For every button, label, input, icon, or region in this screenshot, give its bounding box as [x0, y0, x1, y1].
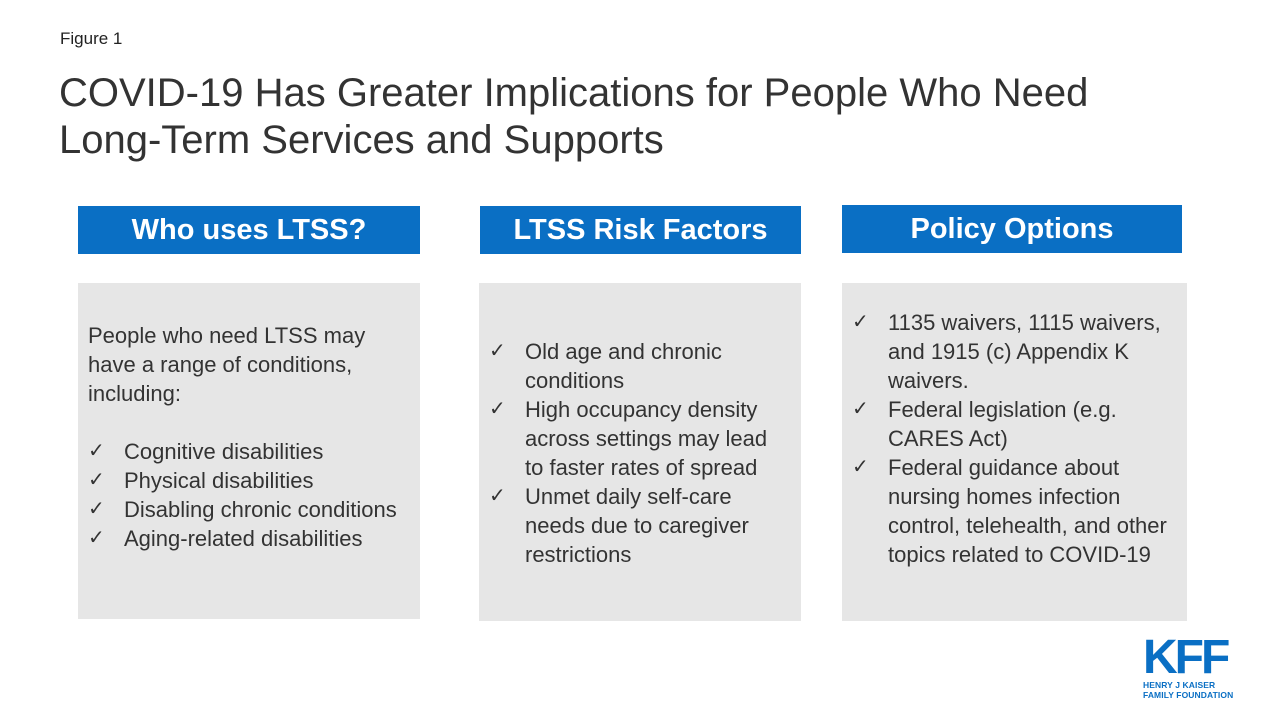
panel-ltss-risk-factors: ✓ Old age and chronic conditions ✓ High oc…: [479, 283, 801, 621]
list-item: ✓ 1135 waivers, 1115 waivers, and 1915 (c…: [852, 310, 1161, 393]
header-ltss-risk-factors: LTSS Risk Factors: [480, 206, 801, 254]
list-item: ✓ Federal legislation (e.g. CARES Act): [852, 397, 1117, 451]
figure-label: Figure 1: [60, 29, 123, 48]
checkmark-icon: ✓: [852, 398, 869, 420]
risk-factors-list: ✓ Old age and chronic conditions ✓ High oc…: [489, 337, 791, 569]
list-item: ✓ Disabling chronic conditions: [88, 497, 397, 522]
conditions-list: ✓ Cognitive disabilities ✓ Physical disabi…: [88, 437, 410, 553]
list-item: ✓ Aging-related disabilities: [88, 526, 363, 551]
checkmark-icon: ✓: [489, 398, 506, 420]
checkmark-icon: ✓: [852, 456, 869, 478]
list-item: ✓ Old age and chronic conditions: [489, 339, 722, 393]
checkmark-icon: ✓: [88, 498, 105, 520]
panel-who-uses-ltss: People who need LTSS may have a range of…: [78, 283, 420, 619]
logo-line-2: FAMILY FOUNDATION: [1143, 690, 1234, 700]
header-policy-options: Policy Options: [842, 205, 1182, 253]
title-line-2: Long-Term Services and Supports: [59, 118, 664, 162]
kff-logo: KFF HENRY J KAISER FAMILY FOUNDATION: [1143, 631, 1238, 701]
panel-policy-options: ✓ 1135 waivers, 1115 waivers, and 1915 (c…: [842, 283, 1187, 621]
checkmark-icon: ✓: [489, 340, 506, 362]
checkmark-icon: ✓: [852, 311, 869, 333]
list-item: ✓ Cognitive disabilities: [88, 439, 324, 464]
page-title: COVID-19 Has Greater Implications for Pe…: [59, 70, 1219, 164]
list-item: ✓ Federal guidance about nursing homes in…: [852, 455, 1167, 567]
list-item: ✓ Unmet daily self-care needs due to care…: [489, 484, 749, 567]
header-who-uses-ltss: Who uses LTSS?: [78, 206, 420, 254]
checkmark-icon: ✓: [88, 469, 105, 491]
checkmark-icon: ✓: [88, 527, 105, 549]
logo-line-1: HENRY J KAISER: [1143, 680, 1216, 690]
title-line-1: COVID-19 Has Greater Implications for Pe…: [59, 71, 1089, 115]
checkmark-icon: ✓: [88, 440, 105, 462]
policy-options-list: ✓ 1135 waivers, 1115 waivers, and 1915 (c…: [852, 308, 1177, 569]
checkmark-icon: ✓: [489, 485, 506, 507]
list-item: ✓ Physical disabilities: [88, 468, 314, 493]
panel-intro-text: People who need LTSS may have a range of…: [88, 323, 366, 406]
logo-mark: KFF: [1143, 631, 1230, 684]
list-item: ✓ High occupancy density across settings …: [489, 397, 768, 480]
